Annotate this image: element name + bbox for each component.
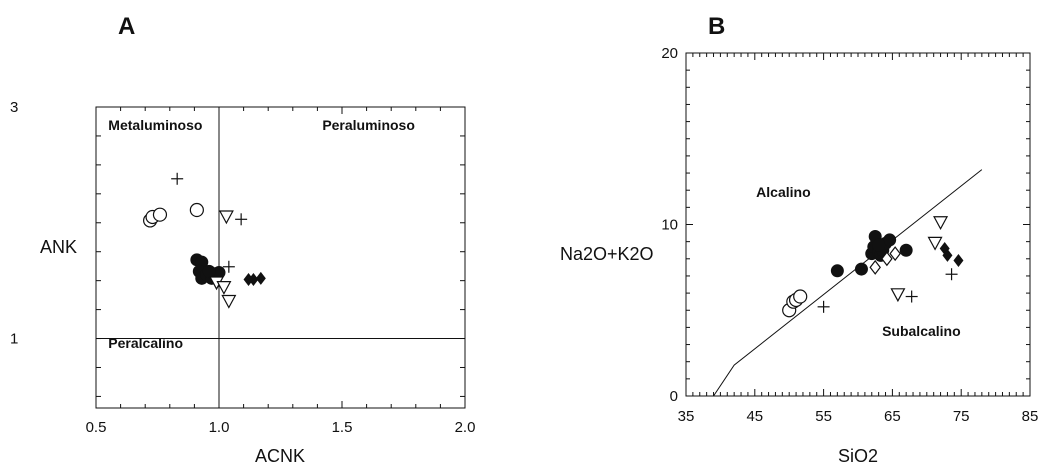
- panel-a-ticks: 0.5 1.0 1.5 2.0 1 3: [10, 99, 475, 436]
- panel-b-boundary-line: [713, 169, 983, 397]
- panel-a-region-label: Peraluminoso: [322, 117, 415, 133]
- panel-b-y-tick-label: 20: [661, 45, 678, 62]
- panel-b-point-filled-diamond: [953, 254, 964, 268]
- panel-b-region-label: Subalcalino: [882, 323, 961, 339]
- panel-a-x-tick-label: 1.5: [332, 419, 353, 436]
- panel-b-point-filled-circle: [883, 233, 897, 247]
- panel-a-x-tick-label: 2.0: [455, 419, 476, 436]
- panel-b-point-open-diamond: [881, 251, 893, 267]
- panel-a-point-filled-circle: [212, 266, 226, 280]
- panel-a-y-tick-label: 1: [10, 331, 18, 348]
- panel-a-point-filled-diamond: [248, 272, 259, 286]
- panel-b-point-plus: [905, 290, 918, 303]
- panel-b-y-tick-label: 10: [661, 217, 678, 234]
- panel-b-point-filled-circle: [872, 238, 886, 252]
- panel-b-x-tick-label: 75: [953, 408, 970, 425]
- panel-b-frame: [685, 52, 1031, 397]
- panel-a-x-axis-label: ACNK: [255, 446, 305, 466]
- panel-a-point-plus: [235, 213, 248, 226]
- panel-b-point-open-diamond: [869, 259, 881, 275]
- panel-b-letter: B: [708, 13, 725, 40]
- panel-b-point-filled-circle: [854, 262, 868, 276]
- panel-b-x-tick-label: 65: [884, 408, 901, 425]
- panel-b-y-axis-label: Na2O+K2O: [560, 244, 654, 264]
- panel-b-point-filled-circle: [830, 264, 844, 278]
- panel-b-x-tick-label: 85: [1022, 408, 1039, 425]
- panel-b-points: [782, 216, 964, 318]
- panel-b-point-open-circle: [793, 289, 808, 304]
- panel-a-point-filled-diamond: [255, 271, 266, 285]
- panel-a-point-filled-circle: [202, 264, 216, 278]
- panel-a-point-open-circle: [189, 202, 204, 218]
- panel-a-point-plus: [171, 172, 184, 185]
- panel-a-boundary-lines: [96, 107, 465, 408]
- panel-b-y-tick-label: 0: [670, 388, 678, 405]
- panel-a-point-open-triangle-down: [216, 281, 232, 295]
- panel-b-alkaline-boundary: [713, 169, 983, 397]
- panel-a-point-open-circle: [152, 207, 168, 222]
- panel-a-point-open-triangle-down: [218, 210, 234, 225]
- panel-b-point-open-triangle-down: [890, 288, 906, 303]
- panel-b-x-tick-label: 35: [678, 408, 695, 425]
- panel-a-frame: [95, 106, 466, 409]
- panel-b-region-label: Alcalino: [756, 184, 810, 200]
- panel-a-region-labels: Metaluminoso Peraluminoso Peralcalino: [108, 117, 415, 351]
- panel-b-region-labels: Alcalino Subalcalino: [756, 184, 960, 339]
- panel-b-x-tick-label: 45: [746, 408, 763, 425]
- panel-a-plot: A 0.5 1.0 1.5 2.0 1 3 Metaluminoso Peraluminos…: [10, 13, 475, 466]
- panel-b-point-plus: [817, 300, 830, 313]
- panel-b-point-open-triangle-down: [927, 236, 943, 251]
- panel-b-point-filled-diamond: [942, 248, 953, 262]
- panel-a-x-tick-label: 1.0: [209, 419, 230, 436]
- panel-a-point-plus: [222, 260, 235, 273]
- panel-b-point-plus: [945, 268, 958, 281]
- panel-b-point-filled-circle: [899, 243, 913, 257]
- panel-a-y-axis-label: ANK: [40, 237, 77, 257]
- panel-b-x-tick-label: 55: [815, 408, 832, 425]
- panel-a-point-open-triangle-down: [221, 294, 237, 309]
- panel-b-point-open-diamond: [889, 246, 901, 262]
- panel-a-x-tick-label: 0.5: [86, 419, 107, 436]
- panel-b-x-axis-label: SiO2: [838, 446, 878, 466]
- panel-b-point-open-triangle-down: [933, 216, 949, 231]
- panel-a-y-tick-label: 3: [10, 99, 18, 116]
- panel-a-region-label: Metaluminoso: [108, 117, 202, 133]
- panel-a-region-label: Peralcalino: [108, 335, 183, 351]
- panel-a-letter: A: [118, 13, 135, 40]
- panel-a-points: [143, 172, 266, 309]
- panel-b-ticks: 35 45 55 65 75 85 0 10 20: [661, 45, 1038, 425]
